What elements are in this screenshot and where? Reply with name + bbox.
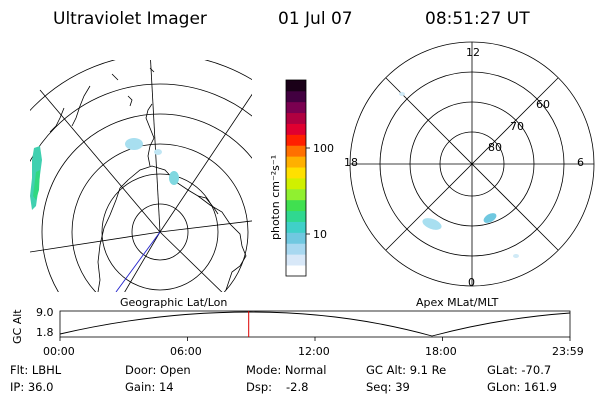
time-tick-label: 12:00 bbox=[298, 345, 330, 358]
date-label: 01 Jul 07 bbox=[278, 9, 353, 29]
altitude-ytick-high: 9.0 bbox=[36, 306, 54, 319]
colorbar-swatch bbox=[286, 80, 306, 92]
colorbar-swatch bbox=[286, 156, 306, 168]
colorbar bbox=[285, 79, 310, 277]
info-seq: Seq: 39 bbox=[366, 380, 410, 394]
info-dsp-value: -2.8 bbox=[286, 380, 309, 394]
time-tick-label: 06:00 bbox=[170, 345, 202, 358]
coastline bbox=[145, 103, 155, 167]
geo-meridian bbox=[150, 60, 161, 233]
lat-label-60: 60 bbox=[536, 98, 550, 111]
altitude-curve bbox=[59, 311, 571, 337]
lat-label-70: 70 bbox=[510, 120, 524, 133]
coastline bbox=[71, 85, 91, 127]
coastline bbox=[111, 73, 119, 81]
coastline bbox=[49, 107, 65, 133]
aurora-patch bbox=[422, 218, 442, 230]
geo-meridian bbox=[30, 231, 161, 253]
colorbar-tick-100: 100 bbox=[313, 142, 334, 155]
colorbar-swatch bbox=[286, 167, 306, 179]
colorbar-swatch bbox=[286, 188, 306, 201]
apex-panel-label: Apex MLat/MLT bbox=[416, 296, 499, 309]
coastline bbox=[197, 195, 219, 215]
colorbar-swatch bbox=[286, 254, 306, 266]
colorbar-swatch bbox=[286, 90, 306, 103]
colorbar-swatch bbox=[286, 199, 306, 212]
colorbar-swatch bbox=[286, 101, 306, 114]
geo-lat-circle bbox=[131, 203, 189, 261]
colorbar-frame bbox=[285, 79, 307, 277]
time-axis-ticks bbox=[59, 337, 571, 341]
colorbar-swatch bbox=[286, 232, 306, 244]
geographic-map bbox=[30, 60, 252, 292]
info-gc-alt: GC Alt: 9.1 Re bbox=[366, 363, 447, 377]
geo-meridian bbox=[159, 93, 252, 233]
colorbar-swatch bbox=[286, 221, 306, 233]
time-tick-label: 23:59 bbox=[552, 345, 584, 358]
aurora-patch bbox=[169, 171, 179, 185]
colorbar-swatch bbox=[286, 145, 306, 157]
colorbar-swatch bbox=[286, 265, 306, 277]
colorbar-swatch bbox=[286, 243, 306, 255]
info-gain: Gain: 14 bbox=[125, 380, 174, 394]
geo-meridian bbox=[159, 231, 223, 292]
aurora-patch bbox=[483, 213, 497, 223]
info-mode: Mode: Normal bbox=[246, 363, 327, 377]
coastline bbox=[97, 187, 121, 292]
geo-meridian bbox=[39, 89, 161, 233]
geo-aurora-emission bbox=[30, 138, 179, 210]
time-tick-label: 18:00 bbox=[425, 345, 457, 358]
coastline bbox=[149, 67, 155, 73]
colorbar-unit-label: photon cm⁻²s⁻¹ bbox=[269, 154, 282, 240]
geo-lat-circle bbox=[41, 113, 252, 292]
colorbar-swatch bbox=[286, 112, 306, 124]
info-ip: IP: 36.0 bbox=[10, 380, 54, 394]
altitude-ylabel: GC Alt bbox=[11, 309, 24, 344]
mlt-label-12: 12 bbox=[466, 46, 480, 59]
mlt-label-0: 0 bbox=[468, 276, 475, 289]
colorbar-swatches bbox=[286, 80, 306, 277]
info-glon: GLon: 161.9 bbox=[487, 380, 557, 394]
geo-lat-circle bbox=[71, 143, 249, 292]
aurora-patch bbox=[154, 149, 162, 155]
apex-mlt-line bbox=[385, 77, 559, 251]
time-label: 08:51:27 UT bbox=[425, 9, 530, 29]
colorbar-swatch bbox=[286, 210, 306, 222]
coastline bbox=[119, 165, 247, 291]
aurora-patch bbox=[513, 254, 519, 258]
info-glat: GLat: -70.7 bbox=[487, 363, 552, 377]
time-tick-label: 00:00 bbox=[43, 345, 75, 358]
info-dsp-label: Dsp: bbox=[246, 380, 273, 394]
apex-aurora-emission bbox=[399, 92, 519, 258]
geo-meridian bbox=[159, 220, 252, 233]
aurora-patch bbox=[399, 92, 405, 96]
geo-lat-circle bbox=[30, 83, 252, 163]
lat-label-80: 80 bbox=[488, 141, 502, 154]
colorbar-swatch bbox=[286, 123, 306, 135]
geo-lat-circle bbox=[101, 173, 219, 291]
aurora-patch bbox=[33, 170, 40, 200]
satellite-track bbox=[115, 231, 161, 292]
altitude-plot bbox=[59, 310, 571, 341]
apex-polar-plot bbox=[349, 41, 595, 287]
coastline bbox=[127, 95, 133, 107]
info-door: Door: Open bbox=[125, 363, 191, 377]
instrument-title: Ultraviolet Imager bbox=[53, 9, 207, 29]
geo-meridian bbox=[124, 231, 161, 292]
altitude-ytick-low: 1.8 bbox=[36, 326, 54, 339]
aurora-patch bbox=[125, 138, 143, 150]
mlt-label-18: 18 bbox=[344, 156, 358, 169]
colorbar-swatch bbox=[286, 134, 306, 146]
mlt-label-6: 6 bbox=[577, 156, 584, 169]
geo-panel-label: Geographic Lat/Lon bbox=[120, 296, 228, 309]
info-filter: Flt: LBHL bbox=[10, 363, 62, 377]
colorbar-tick-10: 10 bbox=[313, 228, 327, 241]
colorbar-swatch bbox=[286, 178, 306, 190]
